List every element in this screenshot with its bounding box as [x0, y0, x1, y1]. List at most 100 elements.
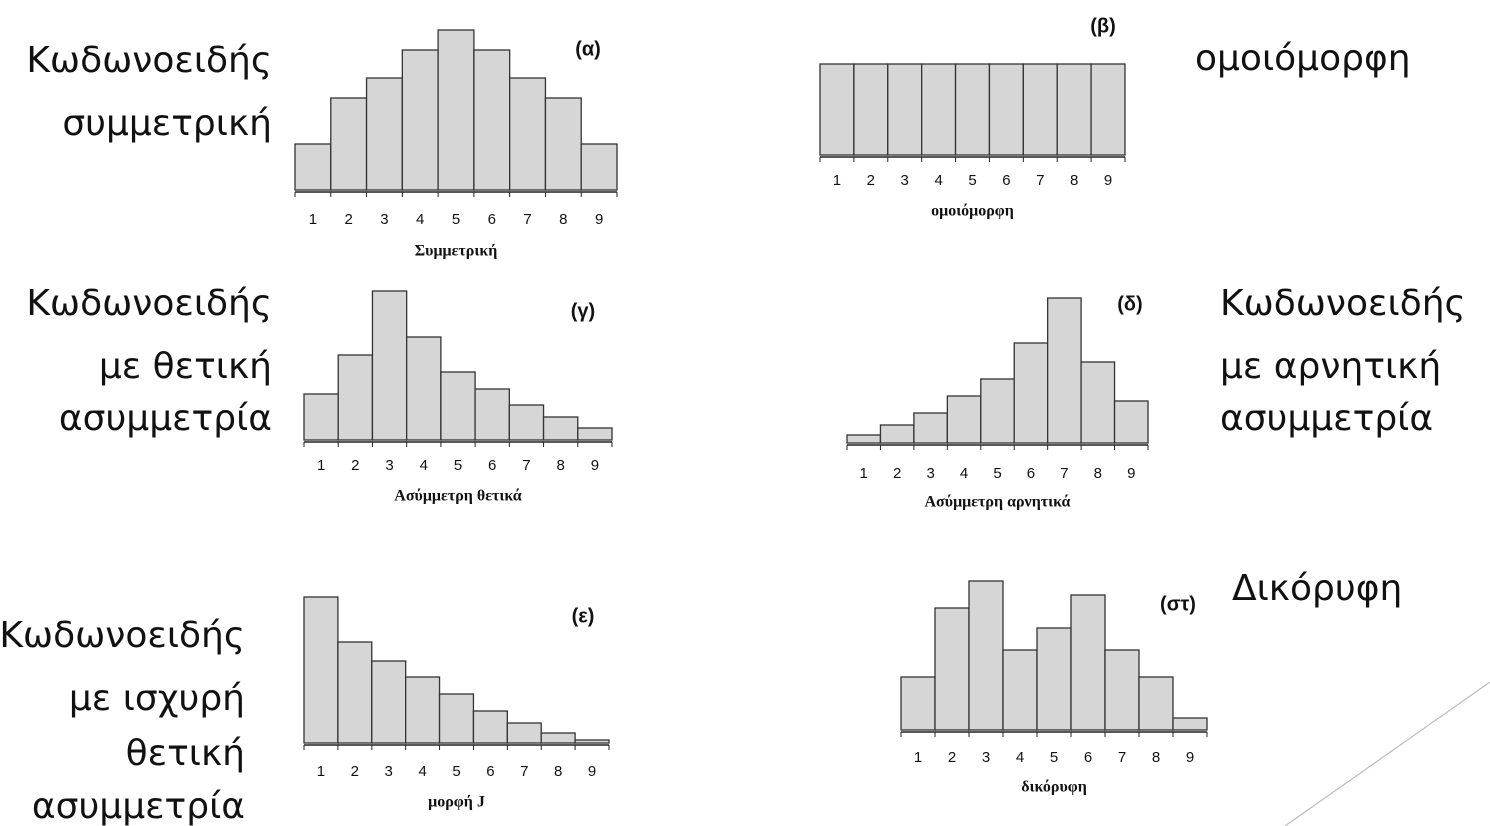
x-tick-label: 5: [968, 172, 976, 189]
bar: [544, 97, 582, 191]
x-tick-label: 9: [1127, 465, 1135, 482]
x-tick-label: 8: [1152, 749, 1160, 766]
x-tick-label: 4: [418, 763, 426, 780]
x-tick-label: 2: [867, 172, 875, 189]
x-tick-label: 7: [1036, 172, 1044, 189]
x-tick-label: 7: [1060, 465, 1068, 482]
x-axis-title: δικόρυφη: [1021, 779, 1087, 796]
x-tick-label: 9: [595, 211, 603, 228]
x-axis-title: ομοιόμορφη: [931, 203, 1014, 220]
x-axis-title: Ασύμμετρη θετικά: [394, 488, 522, 505]
bar: [988, 63, 1024, 156]
x-tick-label: 3: [385, 457, 393, 474]
bar: [1113, 400, 1149, 444]
x-tick-label: 3: [901, 172, 909, 189]
x-tick-label: 4: [1016, 749, 1024, 766]
x-tick-label: 8: [1070, 172, 1078, 189]
x-tick-label: 2: [948, 749, 956, 766]
x-tick-label: 7: [520, 763, 528, 780]
bar: [438, 693, 475, 744]
bar: [365, 77, 403, 191]
x-tick-label: 1: [833, 172, 841, 189]
bar: [980, 378, 1015, 444]
bar: [509, 77, 547, 191]
side-label: ασυμμετρία: [32, 786, 245, 826]
x-tick-label: 9: [1104, 172, 1112, 189]
side-label: συμμετρική: [62, 103, 272, 144]
x-tick-label: 8: [554, 763, 562, 780]
side-label: με θετική: [99, 346, 272, 387]
x-tick-label: 8: [1094, 465, 1102, 482]
bar: [303, 596, 339, 744]
bar: [337, 354, 374, 441]
bar: [580, 143, 618, 191]
bar: [1056, 63, 1092, 156]
bar: [577, 427, 613, 441]
bar: [846, 434, 882, 444]
side-label: Δικόρυφη: [1232, 568, 1402, 609]
bar: [819, 63, 855, 156]
x-tick-label: 7: [522, 457, 530, 474]
bar: [913, 412, 948, 444]
x-tick-label: 8: [559, 211, 567, 228]
bar: [371, 660, 407, 744]
bar: [406, 336, 442, 441]
panel-label: (ε): [572, 605, 595, 627]
bar: [1172, 717, 1208, 731]
bar: [1036, 627, 1072, 731]
side-label: Κωδωνοειδής: [0, 615, 245, 656]
bar: [1002, 649, 1038, 731]
bar: [1013, 342, 1049, 444]
bar: [508, 404, 545, 441]
bar: [303, 393, 339, 441]
bar: [1090, 63, 1126, 156]
side-label: Κωδωνοειδής: [1220, 283, 1466, 324]
bar: [405, 676, 441, 744]
x-tick-label: 2: [351, 457, 359, 474]
bar: [954, 63, 991, 156]
x-tick-label: 5: [454, 457, 462, 474]
side-label: Κωδωνοειδής: [26, 283, 272, 324]
panel-label: (δ): [1117, 293, 1142, 315]
bar: [853, 63, 889, 156]
x-tick-label: 3: [926, 465, 934, 482]
decoration-line: [1284, 681, 1490, 826]
bar: [879, 424, 915, 444]
bar: [1080, 361, 1116, 444]
side-label: ασυμμετρία: [1220, 398, 1433, 439]
bar: [330, 97, 368, 191]
bar: [1104, 649, 1140, 731]
x-tick-label: 8: [556, 457, 564, 474]
side-label: ασυμμετρία: [59, 398, 272, 439]
x-tick-label: 4: [420, 457, 428, 474]
x-tick-label: 6: [488, 211, 496, 228]
x-tick-label: 2: [344, 211, 352, 228]
x-tick-label: 1: [914, 749, 922, 766]
bar: [1138, 676, 1174, 731]
bar: [506, 722, 542, 744]
x-tick-label: 5: [452, 763, 460, 780]
x-tick-label: 3: [982, 749, 990, 766]
bar: [440, 371, 476, 441]
bar: [900, 676, 936, 731]
x-axis-title: Συμμετρική: [415, 243, 498, 260]
bar: [574, 739, 610, 744]
x-tick-label: 5: [452, 211, 460, 228]
bar: [1022, 63, 1058, 156]
side-label: με ισχυρή: [69, 678, 245, 719]
x-axis-title: μορφή J: [428, 794, 485, 811]
bar: [337, 641, 373, 744]
bar: [474, 388, 510, 441]
x-tick-label: 3: [380, 211, 388, 228]
side-label: ομοιόμορφη: [1195, 38, 1411, 79]
x-tick-label: 1: [317, 457, 325, 474]
x-tick-label: 9: [588, 763, 596, 780]
x-tick-label: 4: [416, 211, 424, 228]
x-tick-label: 6: [1027, 465, 1035, 482]
panel-label: (β): [1090, 15, 1116, 37]
x-tick-label: 6: [1002, 172, 1010, 189]
x-tick-label: 4: [934, 172, 942, 189]
panel-label: (α): [575, 38, 601, 60]
